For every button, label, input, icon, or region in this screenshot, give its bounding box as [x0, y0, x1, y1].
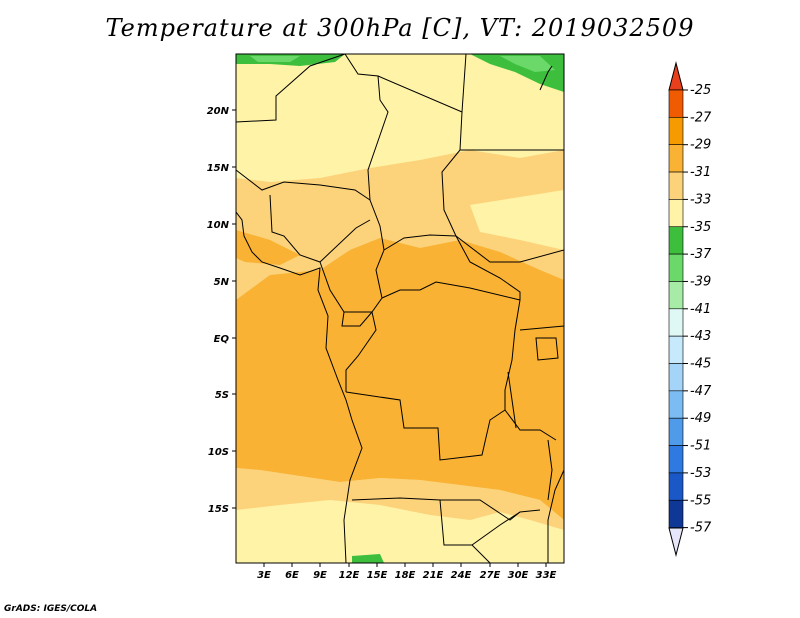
lon-axis: 3E 6E 9E 12E 15E 18E 21E 24E 27E 30E 33E	[257, 563, 557, 581]
field-colder-northeast	[500, 56, 555, 72]
lake-victoria	[535, 337, 559, 361]
border-chad-sudan	[441, 149, 461, 237]
colorbar-label: -53	[690, 466, 711, 481]
colorbar-label: -35	[690, 220, 711, 235]
colorbar-band	[668, 472, 684, 501]
colorbar-band	[668, 445, 684, 474]
lat-tick-label: 15N	[207, 163, 230, 174]
red-sea-coast	[539, 65, 553, 91]
field-colder-northwest	[250, 56, 300, 62]
border-congo	[341, 311, 373, 327]
map-frame	[235, 53, 565, 564]
colorbar-band	[668, 89, 684, 118]
colorbar-label: -41	[690, 302, 711, 317]
lake-tanganyika	[507, 371, 517, 429]
lon-tick-label: 15E	[367, 570, 388, 581]
colorbar-bands	[668, 89, 684, 528]
border-north-2	[344, 54, 389, 251]
colorbar-label: -29	[690, 138, 711, 153]
colorbar-band	[668, 390, 684, 419]
colorbar-band	[668, 253, 684, 282]
colorbar-labels: -25 -27 -29 -31 -33 -35 -37 -39 -41 -43 -45 -47 -49 -…	[683, 83, 712, 536]
border-sudan-south	[455, 235, 564, 263]
border-drc-west	[381, 281, 521, 301]
colorbar-band	[668, 335, 684, 364]
field-cool-sahel	[470, 190, 564, 250]
lat-axis: 20N 15N 10N 5N EQ 5S 10S 15S	[207, 106, 236, 515]
colorbar-label: -33	[690, 192, 711, 207]
colorbar-label: -55	[690, 493, 711, 508]
lat-tick-label: 5S	[215, 390, 229, 401]
field-cool-south	[236, 500, 564, 563]
boundaries	[236, 54, 564, 563]
lon-tick-label: 33E	[536, 570, 557, 581]
colorbar-label: -25	[690, 83, 711, 98]
border-uganda	[519, 325, 564, 331]
lon-tick-label: 12E	[339, 570, 360, 581]
grads-credit: GrADS: IGES/COLA	[4, 604, 98, 614]
border-north-1	[236, 54, 346, 123]
colorbar-label: -57	[690, 521, 712, 536]
coastline-east	[547, 469, 564, 563]
colorbar: -25 -27 -29 -31 -33 -35 -37 -39 -41 -43 -45 -47 -49 -…	[668, 61, 712, 557]
colorbar-label: -45	[690, 357, 711, 372]
lon-tick-label: 30E	[508, 570, 529, 581]
temperature-field	[236, 54, 564, 563]
lon-tick-label: 24E	[451, 570, 472, 581]
lat-tick-label: 15S	[208, 504, 229, 515]
colorbar-label: -49	[690, 411, 711, 426]
colorbar-band	[668, 226, 684, 255]
border-zambia	[440, 499, 541, 521]
lat-tick-label: 10N	[207, 220, 230, 231]
colorbar-band	[668, 363, 684, 392]
lake-malawi	[547, 439, 553, 501]
colorbar-label: -47	[690, 384, 712, 399]
border-nigeria	[269, 194, 371, 263]
colorbar-band	[668, 499, 684, 528]
colorbar-band	[668, 417, 684, 446]
colorbar-top-arrow	[668, 61, 684, 91]
border-zimbabwe	[471, 544, 491, 563]
lon-tick-label: 27E	[480, 570, 501, 581]
colorbar-band	[668, 308, 684, 337]
lon-tick-label: 3E	[257, 570, 271, 581]
colorbar-label: -31	[690, 165, 711, 180]
field-cold-south	[352, 554, 384, 563]
colorbar-label: -43	[690, 329, 711, 344]
colorbar-label: -51	[690, 439, 711, 454]
border-drc-congo	[345, 311, 377, 392]
lat-tick-label: 5N	[214, 277, 230, 288]
colorbar-band	[668, 117, 684, 145]
lon-tick-label: 9E	[313, 570, 327, 581]
lon-tick-label: 6E	[285, 570, 299, 581]
border-angola-namibia	[351, 497, 521, 546]
border-great-lakes	[504, 299, 557, 441]
colorbar-band	[668, 171, 684, 200]
colorbar-label: -27	[690, 110, 712, 125]
lon-tick-label: 21E	[423, 570, 444, 581]
colorbar-label: -39	[690, 274, 711, 289]
border-car	[383, 234, 521, 300]
colorbar-band	[668, 281, 684, 310]
colorbar-band	[668, 199, 684, 228]
field-warmest-west	[236, 230, 300, 265]
colorbar-band	[668, 144, 684, 173]
border-sahel	[236, 169, 371, 201]
field-warmest-central	[236, 238, 564, 520]
lat-tick-label: EQ	[214, 334, 230, 345]
coastline	[236, 211, 363, 563]
lat-tick-label: 10S	[208, 447, 229, 458]
lon-tick-label: 18E	[395, 570, 416, 581]
colorbar-label: -37	[690, 247, 712, 262]
border-drc-angola	[345, 391, 506, 461]
map-title: Temperature at 300hPa [C], VT: 201903250…	[105, 14, 695, 42]
lat-tick-label: 20N	[207, 106, 230, 117]
colorbar-bottom-arrow	[668, 527, 684, 557]
